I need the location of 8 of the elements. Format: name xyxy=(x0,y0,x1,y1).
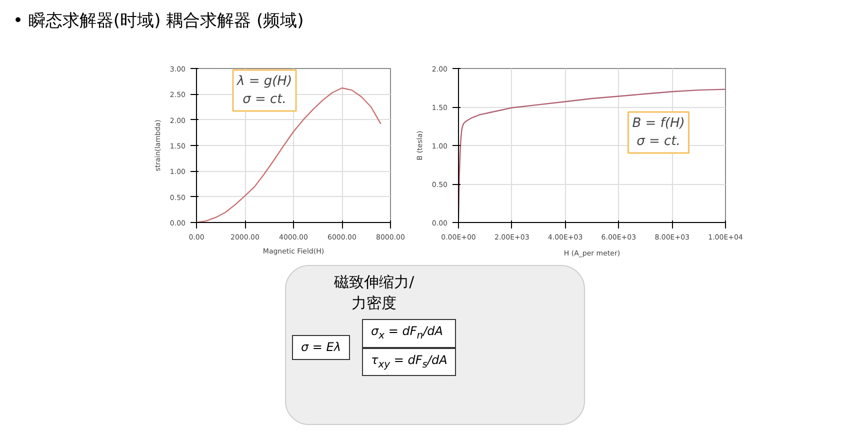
text: • 瞬态求解器(时域) 耦合求解器 (频域) xyxy=(13,10,304,33)
text: 磁致伸缩力/ 力密度 xyxy=(333,272,416,314)
annotation: B = f(H) σ = ct. xyxy=(632,116,685,149)
annotation: λ = g(H) σ = ct. xyxy=(236,74,292,107)
line-series xyxy=(196,87,382,222)
text: σ$_{x}$ = dF$_{n}$/dA xyxy=(362,318,456,348)
text: τ$_{xy}$ = dF$_{s}$/dA xyxy=(362,348,456,376)
text: σ = Eλ xyxy=(292,334,350,360)
